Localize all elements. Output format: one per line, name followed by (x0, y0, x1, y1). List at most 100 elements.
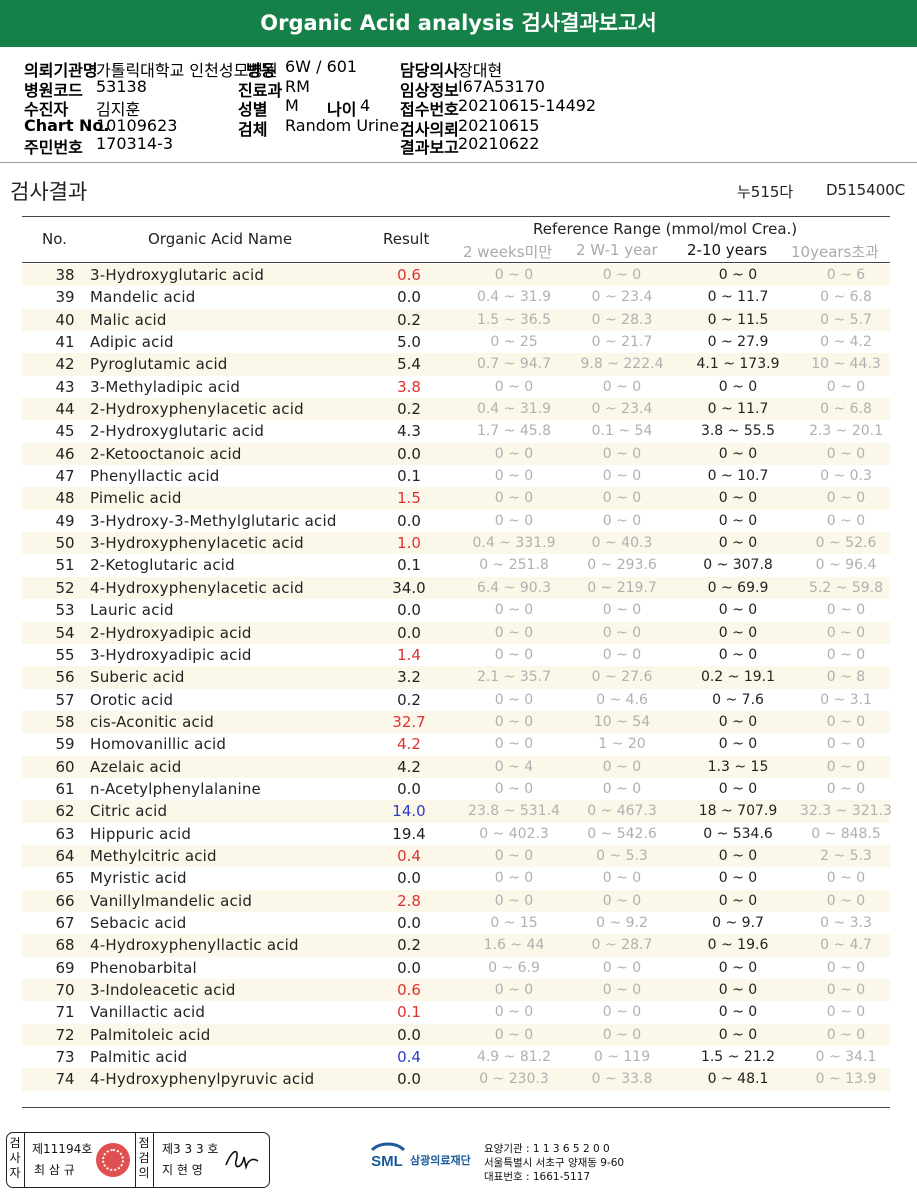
ref-range-2weeks: 0.4 ~ 331.9 (472, 535, 556, 552)
result-value: 0.0 (397, 511, 421, 530)
ref-range-2-10years: 0 ~ 11.7 (707, 289, 769, 306)
chart-value: 10109623 (96, 116, 178, 135)
acid-name: Palmitoleic acid (90, 1025, 211, 1044)
ref-range-2w-1year: 0 ~ 0 (602, 378, 642, 395)
ref-range-2-10years: 1.5 ~ 21.2 (700, 1049, 776, 1066)
ref-range-2weeks: 0 ~ 0 (494, 892, 534, 909)
table-row: 69 Phenobarbital 0.0 0 ~ 6.9 0 ~ 0 0 ~ 0 0 ~ 0 (22, 957, 890, 979)
receipt-label: 접수번호 (400, 100, 459, 119)
ref-range-2-10years: 0 ~ 0 (718, 445, 758, 462)
result-value: 0.6 (397, 981, 421, 999)
ref-range-2-10years: 0 ~ 0 (718, 490, 758, 507)
table-row: 44 2-Hydroxyphenylacetic acid 0.2 0.4 ~ 31.… (22, 398, 890, 421)
col-header-reference: Reference Range (mmol/mol Crea.) (533, 220, 798, 238)
col-header-name: Organic Acid Name (148, 230, 293, 248)
result-value: 0.4 (397, 1048, 421, 1067)
acid-name: 3-Methyladipic acid (90, 377, 241, 396)
table-row: 58 cis-Aconitic acid 32.7 0 ~ 0 10 ~ 54 0 ~ 0… (22, 710, 890, 734)
ref-range-2w-1year: 0 ~ 542.6 (587, 825, 657, 842)
acid-name: Malic acid (90, 310, 167, 329)
ref-range-10years: 0 ~ 0 (826, 378, 866, 395)
ref-range-2w-1year: 0 ~ 0 (602, 512, 642, 529)
result-value: 0.2 (397, 310, 421, 329)
ref-range-10years: 0 ~ 0 (826, 602, 866, 619)
acid-name: Orotic acid (90, 690, 174, 709)
ref-range-10years: 2.3 ~ 20.1 (808, 423, 884, 440)
result-value: 0.0 (397, 288, 421, 307)
ref-range-10years: 0 ~ 4.7 (820, 937, 872, 954)
ref-range-2-10years: 0 ~ 0 (718, 892, 758, 909)
ref-range-2w-1year: 0 ~ 23.4 (591, 289, 653, 306)
acid-name: 4-Hydroxyphenylacetic acid (90, 578, 304, 597)
result-value: 0.2 (397, 400, 421, 419)
ref-range-10years: 0 ~ 0 (826, 1004, 866, 1021)
acid-name: Azelaic acid (90, 757, 182, 776)
ref-range-2weeks: 0 ~ 0 (494, 445, 534, 462)
acid-name: 2-Ketooctanoic acid (90, 444, 242, 463)
acid-name: Pimelic acid (90, 489, 182, 508)
ref-range-2w-1year: 0 ~ 9.2 (596, 914, 648, 931)
svg-text:SML: SML (371, 1153, 403, 1170)
ref-range-10years: 0 ~ 0 (826, 624, 866, 641)
acid-name: 4-Hydroxyphenylpyruvic acid (90, 1070, 315, 1089)
acid-name: Suberic acid (90, 668, 185, 687)
table-row: 72 Palmitoleic acid 0.0 0 ~ 0 0 ~ 0 0 ~ 0 0 ~ … (22, 1023, 890, 1047)
acid-name: Lauric acid (90, 601, 174, 620)
table-row: 59 Homovanillic acid 4.2 0 ~ 0 1 ~ 20 0 ~ 0 0 … (22, 733, 890, 755)
row-no: 56 (55, 668, 75, 687)
result-value: 3.8 (397, 377, 421, 396)
table-row: 48 Pimelic acid 1.5 0 ~ 0 0 ~ 0 0 ~ 0 0 ~ 0 (22, 487, 890, 510)
table-row: 61 n-Acetylphenylalanine 0.0 0 ~ 0 0 ~ 0 0 ~ … (22, 778, 890, 800)
result-value: 0.0 (397, 869, 421, 888)
ref-range-10years: 0 ~ 0 (826, 713, 866, 730)
table-row: 63 Hippuric acid 19.4 0 ~ 402.3 0 ~ 542.6 0 ~… (22, 823, 890, 845)
ref-range-2weeks: 1.5 ~ 36.5 (476, 311, 552, 328)
sex-label: 성별 (238, 100, 268, 119)
table-row: 38 3-Hydroxyglutaric acid 0.6 0 ~ 0 0 ~ 0 0 ~… (22, 264, 890, 287)
specimen-value: Random Urine (285, 116, 400, 135)
ref-range-10years: 0 ~ 3.3 (820, 914, 872, 931)
result-value: 0.2 (397, 690, 421, 709)
result-value: 0.1 (397, 467, 421, 486)
ref-range-10years: 0 ~ 0 (826, 892, 866, 909)
ref-range-2w-1year: 0 ~ 0 (602, 624, 642, 641)
section-code-1: 누515다 (737, 183, 794, 201)
specimen-label: 검체 (238, 120, 268, 139)
ref-range-2weeks: 0 ~ 0 (494, 713, 534, 730)
ref-range-2weeks: 0 ~ 0 (494, 870, 534, 887)
acid-name: Phenobarbital (90, 958, 197, 977)
ref-range-2-10years: 0 ~ 0 (718, 646, 758, 663)
result-value: 4.3 (397, 422, 421, 441)
table-bottom-rule (22, 1107, 890, 1108)
ref-range-2-10years: 18 ~ 707.9 (698, 803, 778, 820)
ref-range-10years: 5.2 ~ 59.8 (808, 579, 884, 596)
ref-range-2w-1year: 0 ~ 28.7 (591, 937, 653, 954)
table-row: 64 Methylcitric acid 0.4 0 ~ 0 0 ~ 5.3 0 ~ 0 2… (22, 844, 890, 868)
acid-name: Vanillactic acid (90, 1003, 206, 1022)
reviewer-license: 제3 3 3 호 (162, 1142, 219, 1156)
ref-range-2-10years: 0 ~ 0 (718, 1004, 758, 1021)
col-header-no: No. (42, 230, 67, 248)
divider (24, 1133, 25, 1187)
ref-range-2-10years: 0 ~ 0 (718, 535, 758, 552)
result-value: 0.0 (397, 913, 421, 932)
result-value: 0.0 (397, 623, 421, 642)
age-label: 나이 (327, 100, 357, 119)
table-row: 46 2-Ketooctanoic acid 0.0 0 ~ 0 0 ~ 0 0 ~ 0 0… (22, 442, 890, 466)
ref-range-2w-1year: 0 ~ 293.6 (587, 557, 657, 574)
org-phone: 대표번호 : 1661-5117 (484, 1171, 591, 1183)
acid-name: 2-Ketoglutaric acid (90, 556, 235, 575)
ref-range-10years: 0 ~ 0 (826, 646, 866, 663)
ref-range-2-10years: 0 ~ 0 (718, 602, 758, 619)
table-row: 60 Azelaic acid 4.2 0 ~ 4 0 ~ 0 1.3 ~ 15 0 ~ 0 (22, 755, 890, 778)
row-no: 45 (55, 422, 75, 441)
ref-range-10years: 0 ~ 0 (826, 959, 866, 976)
inspector-license: 제11194호 (32, 1142, 93, 1156)
table-top-rule (22, 216, 890, 217)
result-value: 0.1 (397, 1003, 421, 1022)
ref-range-10years: 10 ~ 44.3 (811, 356, 881, 373)
table-row: 53 Lauric acid 0.0 0 ~ 0 0 ~ 0 0 ~ 0 0 ~ 0 (22, 599, 890, 621)
ref-range-2w-1year: 0 ~ 0 (602, 646, 642, 663)
